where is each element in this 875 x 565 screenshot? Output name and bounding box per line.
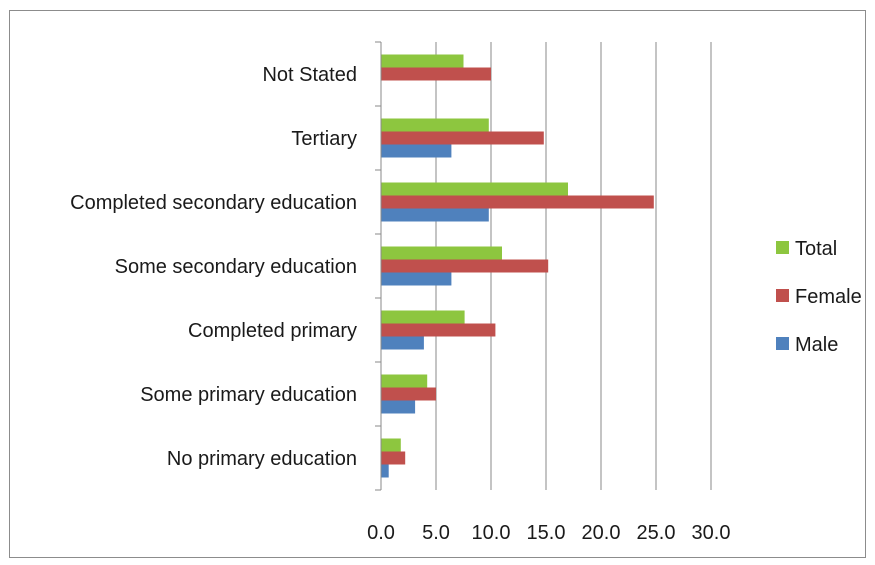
bar-total [381, 374, 428, 388]
bar-male [381, 208, 489, 222]
x-tick-label: 15.0 [527, 522, 566, 544]
bar-male [381, 336, 424, 350]
bar-female [381, 387, 436, 401]
category-label: No primary education [167, 448, 357, 470]
category-label: Some primary education [140, 384, 357, 406]
category-label: Not Stated [262, 64, 357, 86]
bar-total [381, 182, 568, 196]
bar-female [381, 323, 496, 337]
category-label: Some secondary education [115, 256, 357, 278]
bar-female [381, 451, 406, 465]
category-label: Tertiary [291, 128, 357, 150]
bar-total [381, 310, 465, 324]
bar-male [381, 144, 452, 158]
x-tick-label: 5.0 [422, 522, 450, 544]
bar-male [381, 464, 389, 478]
bar-female [381, 259, 549, 273]
y-axis [375, 41, 382, 491]
legend-swatch-male [776, 337, 789, 350]
legend-swatch-female [776, 289, 789, 302]
legend-label-total: Total [795, 238, 837, 260]
category-label: Completed primary [188, 320, 357, 342]
x-tick-labels: 0.0 5.0 10.0 15.0 20.0 25.0 30.0 [367, 522, 730, 544]
bar-female [381, 195, 654, 209]
bar-total [381, 438, 401, 452]
x-tick-label: 30.0 [692, 522, 731, 544]
legend-label-male: Male [795, 334, 838, 356]
x-tick-label: 10.0 [472, 522, 511, 544]
category-label: Completed secondary education [70, 192, 357, 214]
x-tick-label: 20.0 [582, 522, 621, 544]
category-labels: Not Stated Tertiary Completed secondary ed… [70, 64, 357, 470]
x-tick-label: 25.0 [637, 522, 676, 544]
bar-male [381, 272, 452, 286]
x-tick-label: 0.0 [367, 522, 395, 544]
bar-total [381, 246, 502, 260]
bar-male [381, 400, 416, 414]
bar-total [381, 118, 489, 132]
bar-total [381, 54, 464, 68]
gridlines [435, 42, 712, 490]
legend-swatch-total [776, 241, 789, 254]
legend-label-female: Female [795, 286, 862, 308]
bars [381, 54, 654, 478]
legend: Total Female Male [776, 238, 862, 356]
bar-female [381, 131, 544, 145]
bar-female [381, 67, 491, 81]
